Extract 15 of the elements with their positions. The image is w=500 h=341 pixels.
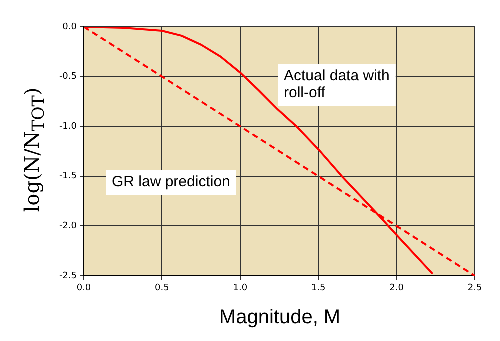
y-tick-label: 0.0 [62,22,78,32]
x-tick-label: 2.5 [468,284,482,294]
x-tick-label: 1.5 [311,284,326,294]
x-tick-label: 0.0 [76,284,92,294]
x-tick-label: 1.0 [233,284,248,294]
x-tick-label: 0.5 [155,284,170,294]
x-tick-label: 2.0 [390,284,404,294]
y-tick-label: -1.5 [59,172,77,182]
x-axis-title: Magnitude, M [219,306,341,330]
y-tick-label: -1.0 [59,122,78,132]
y-tick-label: -0.5 [59,72,77,82]
annotation: Actual data with roll-off [284,68,390,102]
y-tick-label: -2.0 [59,222,78,232]
annotation: GR law prediction [112,174,230,191]
y-tick-label: -2.5 [59,271,77,282]
